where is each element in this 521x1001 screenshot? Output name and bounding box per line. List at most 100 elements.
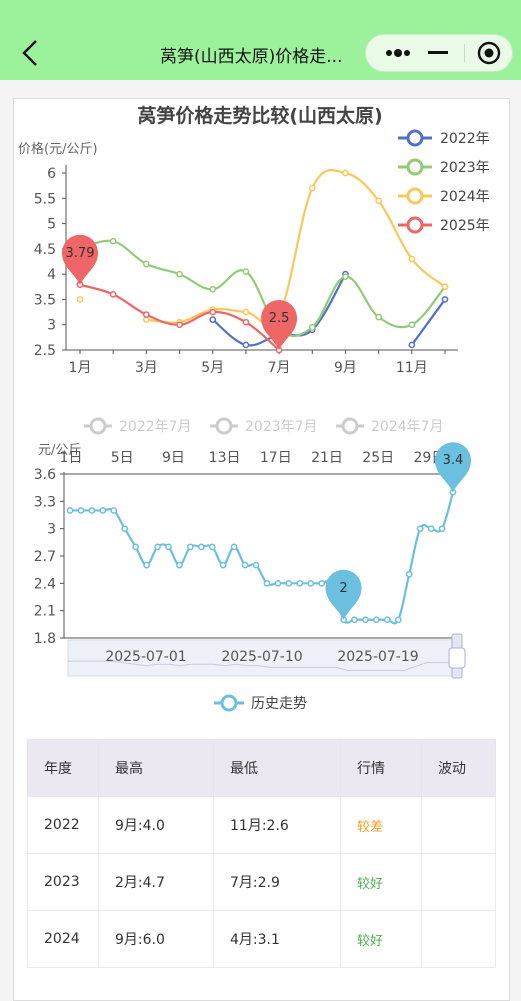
history-point[interactable] — [77, 507, 85, 514]
history-point[interactable] — [187, 543, 194, 551]
history-point[interactable] — [165, 543, 172, 551]
data-point[interactable] — [209, 308, 217, 316]
data-point[interactable] — [209, 316, 217, 324]
data-point[interactable] — [441, 283, 449, 291]
y2-tick-label: 1.8 — [34, 631, 56, 647]
legend-label: 2025年 — [440, 218, 490, 234]
data-point[interactable] — [242, 318, 250, 326]
data-point[interactable] — [176, 270, 183, 278]
data-point[interactable] — [109, 237, 117, 245]
minimize-icon[interactable] — [424, 35, 452, 71]
col-low: 最低 — [213, 739, 341, 797]
chart-legend[interactable]: 2022年 2023年 2024年 2025年 — [398, 129, 490, 234]
legend-label: 2022年 — [440, 131, 490, 147]
history-point[interactable] — [427, 525, 435, 533]
data-point[interactable] — [109, 291, 117, 298]
history-point[interactable] — [154, 543, 161, 551]
slider-handle-grip[interactable] — [448, 647, 466, 669]
history-point[interactable] — [405, 570, 413, 578]
data-point[interactable] — [375, 197, 382, 205]
cell-high: 9月:4.0 — [98, 796, 214, 854]
col-wave: 波动 — [421, 739, 496, 797]
cell-year: 2023 — [27, 853, 99, 911]
history-point[interactable] — [66, 507, 74, 514]
col-trend: 行情 — [340, 739, 422, 797]
data-point[interactable] — [143, 260, 150, 268]
y2-tick-label: 3.3 — [34, 494, 56, 510]
history-point[interactable] — [263, 579, 271, 587]
history-point[interactable] — [373, 616, 380, 624]
data-point[interactable] — [242, 268, 250, 275]
y2-tick-label: 2.7 — [34, 549, 56, 565]
comparison-legend-item[interactable]: 2023年7月 — [210, 417, 318, 435]
history-point[interactable] — [383, 616, 391, 624]
history-point[interactable] — [197, 543, 205, 551]
y-tick-label: 4.5 — [34, 242, 56, 258]
data-point[interactable] — [143, 311, 150, 318]
chart-title: 莴笋价格走势比较(山西太原) — [137, 104, 382, 127]
history-point[interactable] — [351, 616, 358, 624]
history-point[interactable] — [88, 507, 96, 514]
history-point[interactable] — [318, 579, 326, 587]
data-point[interactable] — [242, 308, 250, 316]
y-tick-label: 6 — [47, 166, 56, 182]
history-legend[interactable]: 历史走势 — [214, 694, 307, 712]
x2-tick-label: 1日 — [60, 450, 83, 466]
history-point[interactable] — [285, 579, 293, 587]
back-arrow-icon[interactable] — [16, 38, 46, 68]
history-point[interactable] — [208, 543, 216, 551]
history-point[interactable] — [241, 561, 249, 569]
history-point[interactable] — [132, 543, 140, 551]
data-zoom-slider[interactable]: 2025-07-01 2025-07-10 2025-07-19 — [67, 633, 466, 679]
x2-tick-label: 9日 — [162, 450, 185, 466]
history-point[interactable] — [99, 507, 107, 514]
history-point[interactable] — [416, 525, 424, 533]
data-point[interactable] — [242, 341, 250, 349]
comparison-legend-label: 2024年7月 — [371, 419, 444, 435]
series-line — [146, 168, 446, 325]
marker-pin-label: 2.5 — [269, 311, 290, 326]
legend-item[interactable]: 2022年 — [398, 129, 490, 147]
data-point[interactable] — [342, 169, 349, 177]
history-point[interactable] — [296, 579, 304, 587]
history-point[interactable] — [230, 543, 238, 551]
history-point[interactable] — [121, 525, 129, 533]
data-point[interactable] — [408, 255, 416, 263]
history-point[interactable] — [110, 507, 118, 514]
comparison-legend[interactable]: 2022年7月 2023年7月 2024年7月 — [84, 417, 444, 435]
comparison-legend-item[interactable]: 2024年7月 — [336, 417, 444, 435]
more-icon[interactable] — [380, 35, 416, 71]
legend-item[interactable]: 2025年 — [398, 216, 490, 234]
close-target-icon[interactable] — [470, 35, 508, 71]
history-point[interactable] — [252, 561, 260, 569]
data-point[interactable] — [209, 285, 217, 293]
y-tick-label: 5.5 — [34, 191, 56, 207]
data-point[interactable] — [308, 184, 316, 192]
markers-layer: 3.79 2.5 — [62, 234, 298, 350]
y2-tick-label: 3.6 — [34, 467, 56, 483]
history-point[interactable] — [362, 616, 369, 624]
data-point[interactable] — [342, 273, 349, 281]
data-point[interactable] — [176, 321, 183, 329]
cell-year: 2024 — [27, 910, 99, 968]
data-point[interactable] — [76, 296, 84, 303]
y-tick-label: 4 — [47, 267, 56, 283]
comparison-legend-item[interactable]: 2022年7月 — [84, 417, 192, 435]
history-point[interactable] — [307, 579, 315, 587]
history-point[interactable] — [143, 561, 150, 569]
history-point[interactable] — [274, 579, 282, 587]
history-point[interactable] — [438, 525, 446, 533]
y-tick-label: 3 — [47, 318, 56, 334]
marker-pin: 2.5 — [261, 300, 298, 350]
legend-item[interactable]: 2024年 — [398, 187, 490, 205]
data-point[interactable] — [408, 321, 416, 329]
history-point[interactable] — [176, 561, 183, 569]
cell-wave — [421, 796, 496, 854]
history-point[interactable] — [394, 616, 402, 624]
history-point[interactable] — [219, 561, 227, 569]
data-point[interactable] — [408, 341, 416, 349]
data-point[interactable] — [308, 323, 316, 331]
data-point[interactable] — [441, 296, 449, 303]
legend-item[interactable]: 2023年 — [398, 158, 490, 176]
data-point[interactable] — [375, 313, 382, 321]
